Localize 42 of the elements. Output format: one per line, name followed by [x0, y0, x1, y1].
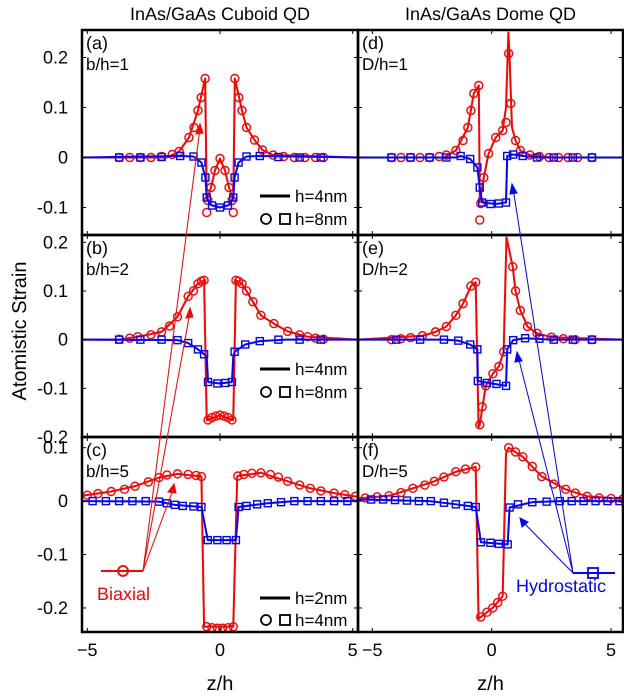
- y-tick-label: -0.1: [36, 544, 68, 565]
- annotation: D/h=1: [362, 55, 408, 74]
- y-axis-title: Atomistic Strain: [9, 262, 31, 400]
- x-axis-title: z/h: [206, 673, 234, 695]
- annotation: Hydrostatic: [516, 576, 606, 596]
- x-tick-label: 0: [486, 640, 497, 660]
- annotation: (d): [362, 33, 384, 53]
- y-tick-label: 0: [58, 491, 68, 512]
- y-tick-label: 0.2: [42, 232, 68, 252]
- annotation: b/h=2: [86, 260, 130, 279]
- annotation: (e): [362, 238, 384, 258]
- chart-title: InAs/GaAs Dome QD: [404, 4, 576, 24]
- annotation: h=4nm: [295, 611, 348, 630]
- annotation: b/h=5: [86, 462, 130, 481]
- y-tick-label: 0.2: [42, 48, 68, 68]
- annotation: b/h=1: [86, 55, 130, 74]
- x-tick-label: 5: [606, 640, 616, 660]
- y-tick-label: 0: [58, 330, 68, 350]
- annotation: D/h=2: [362, 260, 408, 279]
- y-tick-label: -0.1: [36, 198, 68, 218]
- x-axis-title: z/h: [477, 673, 504, 695]
- annotation: D/h=5: [362, 462, 408, 481]
- x-tick-label: 5: [348, 640, 358, 660]
- annotation: h=4nm: [295, 360, 348, 379]
- annotation: h=8nm: [295, 210, 348, 229]
- y-tick-label: -0.1: [36, 378, 68, 398]
- y-tick-label: -0.2: [36, 598, 68, 618]
- x-tick-label: −5: [77, 640, 98, 660]
- annotation: (a): [86, 33, 108, 53]
- y-tick-label: 0: [58, 148, 68, 168]
- annotation: h=4nm: [295, 187, 348, 206]
- annotation: (f): [362, 440, 379, 460]
- annotation: Biaxial: [97, 584, 150, 604]
- annotation: (c): [86, 440, 107, 460]
- y-tick-label: 0.1: [42, 280, 68, 301]
- annotation: (b): [86, 238, 108, 258]
- annotation: h=8nm: [295, 383, 348, 402]
- y-tick-label: 0.1: [42, 98, 68, 118]
- chart-title: InAs/GaAs Cuboid QD: [130, 4, 310, 24]
- x-tick-label: 0: [214, 640, 226, 660]
- annotation: h=2nm: [295, 589, 348, 608]
- x-tick-label: −5: [362, 640, 383, 660]
